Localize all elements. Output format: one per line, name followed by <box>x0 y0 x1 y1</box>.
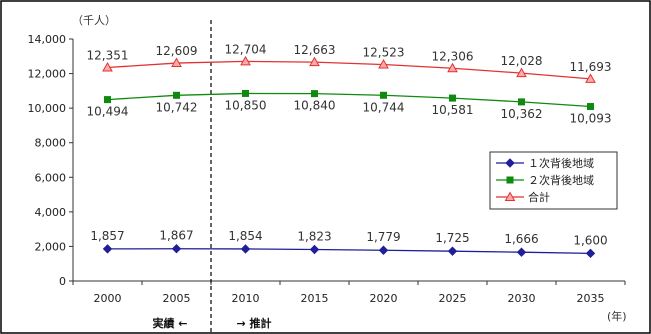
data-point <box>378 59 389 69</box>
x-tick-label: 2000 <box>94 292 122 305</box>
data-point <box>505 158 515 168</box>
y-axis: 0 2,000 4,000 6,000 8,000 10,000 12,000 14,000 <box>28 33 74 288</box>
y-tick-label: 4,000 <box>35 206 67 219</box>
data-point <box>518 98 525 106</box>
data-label: 12,663 <box>294 43 336 57</box>
data-label: 12,351 <box>87 49 129 63</box>
y-tick-label: 10,000 <box>28 102 67 115</box>
legend-label: 合計 <box>528 190 550 204</box>
data-label: 1,725 <box>435 231 469 245</box>
x-tick-label: 2010 <box>232 292 260 305</box>
data-label: 10,744 <box>363 100 405 114</box>
data-label: 10,362 <box>501 107 543 121</box>
data-point <box>240 244 251 254</box>
data-label: 1,857 <box>90 229 124 243</box>
series-line <box>107 248 591 254</box>
y-tick-label: 0 <box>59 275 66 288</box>
series-3: 12,351 12,609 12,704 12,663 12,523 12,306 12,0… <box>87 42 612 83</box>
data-point <box>311 90 318 98</box>
data-label: 1,779 <box>366 230 400 244</box>
data-label: 11,693 <box>570 60 612 74</box>
legend-item: １次背後地域 <box>496 156 594 170</box>
data-label: 1,854 <box>228 229 262 243</box>
data-label: 10,742 <box>156 100 198 114</box>
y-tick-label: 2,000 <box>35 240 67 253</box>
data-point <box>447 62 458 73</box>
data-label: 12,704 <box>225 42 267 56</box>
data-label: 1,867 <box>159 229 193 243</box>
data-point <box>585 73 596 83</box>
legend-item: ２次背後地域 <box>496 173 594 187</box>
series-1: 1,857 1,867 1,854 1,823 1,779 1,725 1,666 1,600 <box>90 229 608 259</box>
y-unit-label: （千人） <box>72 14 116 27</box>
data-label: 10,840 <box>294 99 336 113</box>
x-unit-label: (年) <box>607 309 627 323</box>
data-label: 10,581 <box>432 103 474 117</box>
data-point <box>587 103 594 111</box>
data-point <box>240 55 251 66</box>
legend-item: 合計 <box>496 190 550 204</box>
data-point <box>102 244 113 254</box>
data-label: 1,600 <box>573 233 607 247</box>
data-point <box>585 248 596 259</box>
data-point <box>447 246 458 256</box>
series-2: 10,494 10,742 10,850 10,840 10,744 10,581 10,3… <box>87 89 612 126</box>
y-tick-label: 6,000 <box>35 171 67 184</box>
data-point <box>309 244 320 255</box>
period-label-projected: → 推計 <box>236 316 271 330</box>
y-tick-label: 14,000 <box>28 33 67 46</box>
x-tick-label: 2020 <box>370 292 398 305</box>
data-point <box>171 244 182 254</box>
x-tick-label: 2025 <box>439 292 467 305</box>
data-label: 12,609 <box>156 44 198 58</box>
data-point <box>173 91 180 99</box>
x-tick-label: 2005 <box>163 292 191 305</box>
data-point <box>516 247 527 257</box>
series-line <box>107 92 591 108</box>
data-point <box>516 67 527 78</box>
data-label: 12,028 <box>501 54 543 68</box>
data-label: 1,823 <box>297 229 331 243</box>
y-tick-label: 12,000 <box>28 68 67 81</box>
data-point <box>102 61 113 72</box>
x-axis: 2000 2005 2010 2015 2020 2025 2030 2035 <box>72 280 626 305</box>
data-point <box>506 176 514 184</box>
series-line <box>107 60 591 80</box>
period-label-actual: 実績 ← <box>152 316 187 330</box>
data-point <box>104 96 111 104</box>
data-label: 12,306 <box>432 49 474 63</box>
x-tick-label: 2015 <box>301 292 329 305</box>
data-label: 10,093 <box>570 112 612 126</box>
data-point <box>378 245 389 255</box>
data-label: 10,850 <box>225 98 267 112</box>
data-point <box>242 89 249 97</box>
x-tick-label: 2030 <box>508 292 536 305</box>
series-group: 1,857 1,867 1,854 1,823 1,779 1,725 1,666 1,600… <box>87 42 612 259</box>
y-tick-label: 8,000 <box>35 137 67 150</box>
data-label: 1,666 <box>504 232 538 246</box>
legend-label: １次背後地域 <box>528 156 594 170</box>
data-point <box>449 94 456 102</box>
legend-label: ２次背後地域 <box>528 173 594 187</box>
x-tick-label: 2035 <box>577 292 605 305</box>
data-point <box>504 191 516 201</box>
data-label: 12,523 <box>363 46 405 60</box>
data-label: 10,494 <box>87 105 129 119</box>
data-point <box>380 91 387 99</box>
data-point <box>309 56 320 67</box>
data-point <box>171 57 182 68</box>
